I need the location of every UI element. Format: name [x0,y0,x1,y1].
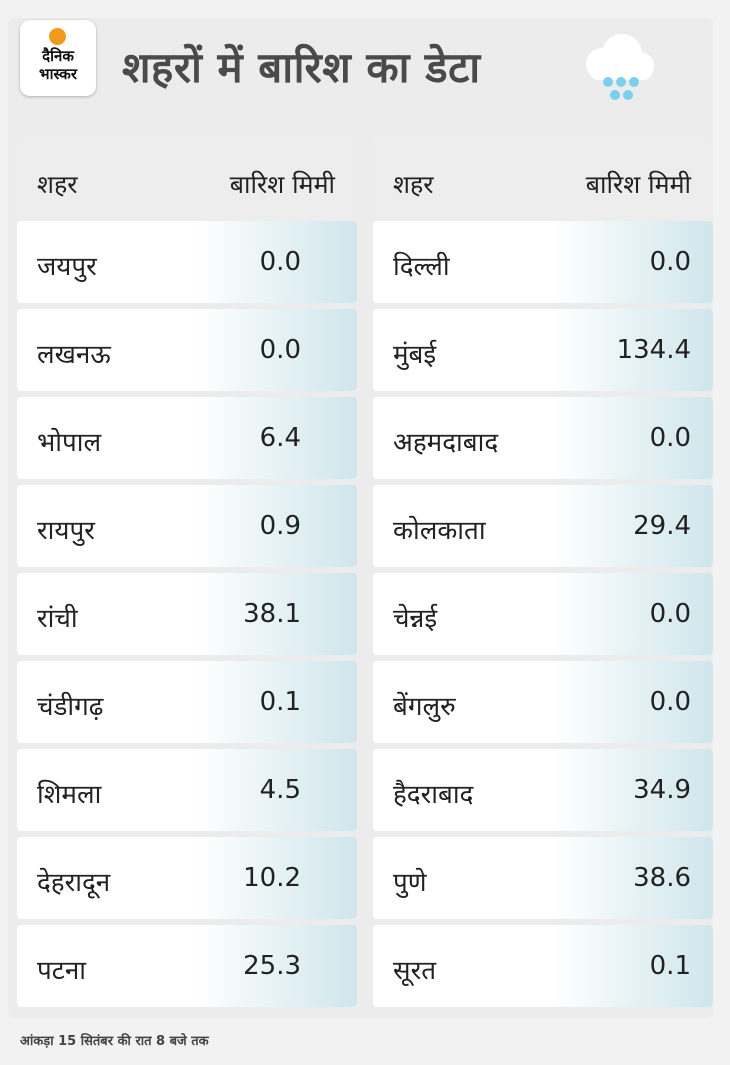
column-header-rain: बारिश मिमी [585,170,691,199]
rain-value: 6.4 [259,423,301,453]
rain-value: 0.1 [649,951,691,981]
city-name: चंडीगढ़ [37,692,104,722]
rain-cell: 10.2 [195,837,357,919]
city-name: मुंबई [393,340,437,370]
rain-cell: 4.5 [195,749,357,831]
rain-cloud-icon [586,34,654,100]
rain-value: 38.1 [243,599,301,629]
rain-cell: 6.4 [195,397,357,479]
rain-cell: 38.1 [195,573,357,655]
city-name: पटना [37,956,87,986]
city-name: देहरादून [37,868,111,898]
city-name: रांची [37,604,78,634]
rain-table-right: शहर बारिश मिमी दिल्ली 0.0 मुंबई 134.4 अहमद… [373,137,713,1013]
rain-table-left: शहर बारिश मिमी जयपुर 0.0 लखनऊ 0.0 भोपाल 6.4… [17,137,357,1013]
rain-value: 0.0 [259,335,301,365]
column-header-city: शहर [393,170,434,199]
rain-value: 34.9 [633,775,691,805]
rain-value: 38.6 [633,863,691,893]
table-row: कोलकाता 29.4 [373,485,713,567]
rain-cell: 38.6 [551,837,713,919]
rain-value: 29.4 [633,511,691,541]
rain-cell: 0.1 [551,925,713,1007]
rain-value: 0.0 [649,247,691,277]
table-row: पुणे 38.6 [373,837,713,919]
table-row: चेन्नई 0.0 [373,573,713,655]
rain-value: 0.0 [649,687,691,717]
rain-value: 4.5 [259,775,301,805]
rain-cell: 0.0 [195,221,357,303]
rain-cell: 0.0 [195,309,357,391]
city-name: जयपुर [37,252,97,282]
rain-value: 134.4 [616,335,691,365]
table-row: सूरत 0.1 [373,925,713,1007]
city-name: शिमला [37,780,102,810]
logo-line-1: दैनिक [42,47,74,65]
logo-line-2: भास्कर [39,65,77,83]
rain-cell: 0.0 [551,221,713,303]
rain-cell: 0.1 [195,661,357,743]
city-name: दिल्ली [393,252,450,282]
rain-cell: 0.0 [551,573,713,655]
table-row: रांची 38.1 [17,573,357,655]
rain-value: 25.3 [243,951,301,981]
city-name: चेन्नई [393,604,438,634]
table-row: पटना 25.3 [17,925,357,1007]
rain-cell: 0.0 [551,397,713,479]
table-row: रायपुर 0.9 [17,485,357,567]
table-row: हैदराबाद 34.9 [373,749,713,831]
city-name: सूरत [393,956,437,986]
rain-cell: 29.4 [551,485,713,567]
city-name: रायपुर [37,516,95,546]
sun-dot-icon [49,28,66,45]
rain-cell: 25.3 [195,925,357,1007]
city-name: कोलकाता [393,516,486,546]
table-row: अहमदाबाद 0.0 [373,397,713,479]
rain-value: 0.1 [259,687,301,717]
column-header-city: शहर [37,170,78,199]
page-title: शहरों में बारिश का डेटा [122,43,481,92]
rain-value: 0.0 [259,247,301,277]
city-name: अहमदाबाद [393,428,499,458]
rain-value: 0.0 [649,423,691,453]
rain-cell: 0.9 [195,485,357,567]
table-row: शिमला 4.5 [17,749,357,831]
footer-note: आंकड़ा 15 सितंबर की रात 8 बजे तक [20,1034,209,1049]
rain-value: 0.0 [649,599,691,629]
rain-cell: 134.4 [551,309,713,391]
table-header: शहर बारिश मिमी [17,137,357,221]
city-name: हैदराबाद [393,780,474,810]
column-header-rain: बारिश मिमी [229,170,335,199]
city-name: बेंगलुरु [393,692,456,722]
header: दैनिक भास्कर शहरों में बारिश का डेटा [0,0,730,120]
city-name: पुणे [393,868,427,898]
table-row: दिल्ली 0.0 [373,221,713,303]
city-name: लखनऊ [37,340,111,370]
table-row: मुंबई 134.4 [373,309,713,391]
table-row: भोपाल 6.4 [17,397,357,479]
dainik-bhaskar-logo: दैनिक भास्कर [20,20,96,96]
table-header: शहर बारिश मिमी [373,137,713,221]
rain-value: 10.2 [243,863,301,893]
table-row: देहरादून 10.2 [17,837,357,919]
table-row: लखनऊ 0.0 [17,309,357,391]
rain-value: 0.9 [259,511,301,541]
table-row: चंडीगढ़ 0.1 [17,661,357,743]
rain-cell: 34.9 [551,749,713,831]
city-name: भोपाल [37,428,102,458]
table-row: बेंगलुरु 0.0 [373,661,713,743]
table-row: जयपुर 0.0 [17,221,357,303]
rain-cell: 0.0 [551,661,713,743]
